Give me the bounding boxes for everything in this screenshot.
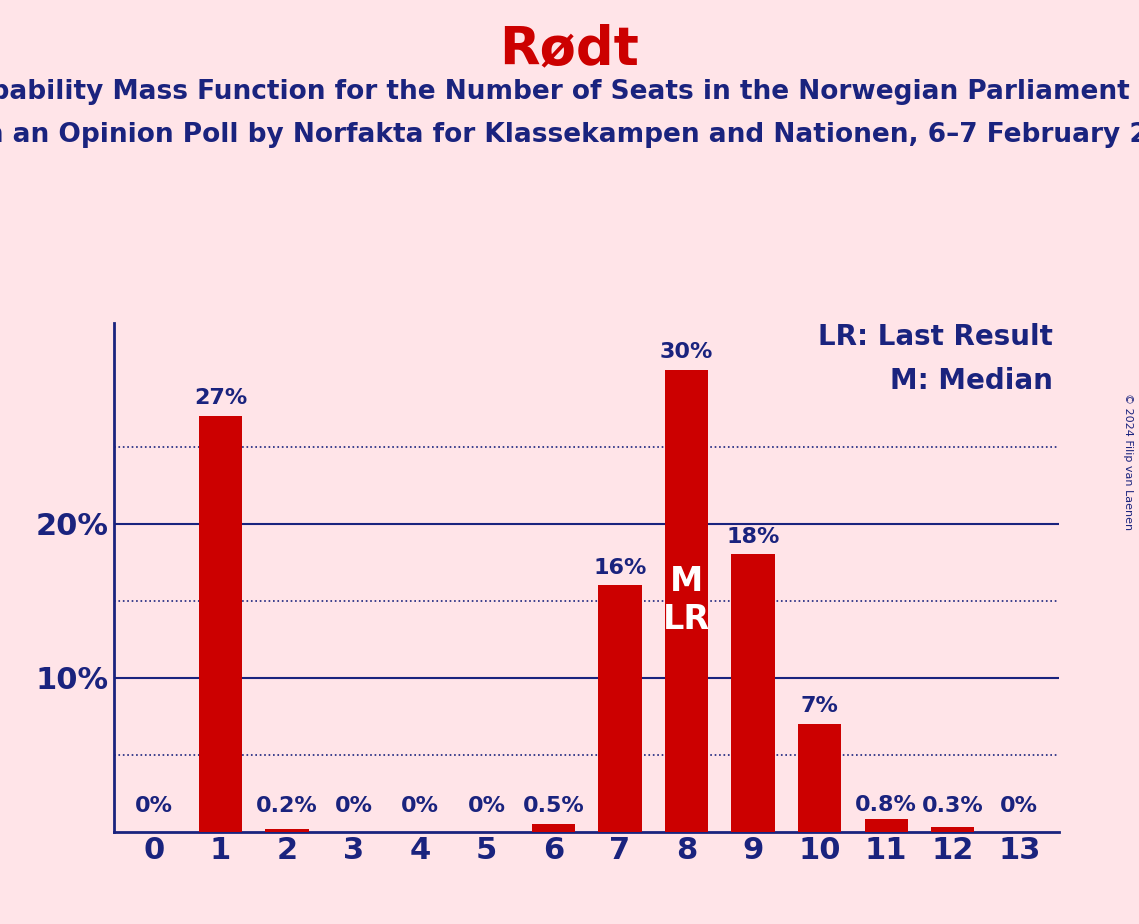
Text: 7%: 7% bbox=[801, 696, 838, 716]
Text: M: Median: M: Median bbox=[890, 367, 1052, 395]
Text: LR: Last Result: LR: Last Result bbox=[818, 323, 1052, 351]
Bar bbox=[865, 820, 908, 832]
Bar bbox=[731, 554, 775, 832]
Text: Based on an Opinion Poll by Norfakta for Klassekampen and Nationen, 6–7 February: Based on an Opinion Poll by Norfakta for… bbox=[0, 122, 1139, 148]
Text: 0.2%: 0.2% bbox=[256, 796, 318, 816]
Text: 0%: 0% bbox=[401, 796, 440, 816]
Text: 0.8%: 0.8% bbox=[855, 795, 917, 815]
Bar bbox=[265, 829, 309, 832]
Text: 0%: 0% bbox=[468, 796, 506, 816]
Text: © 2024 Filip van Laenen: © 2024 Filip van Laenen bbox=[1123, 394, 1133, 530]
Text: 0%: 0% bbox=[134, 796, 173, 816]
Text: 18%: 18% bbox=[727, 527, 780, 547]
Bar bbox=[598, 585, 641, 832]
Text: Probability Mass Function for the Number of Seats in the Norwegian Parliament: Probability Mass Function for the Number… bbox=[0, 79, 1130, 104]
Text: 16%: 16% bbox=[593, 557, 647, 578]
Bar bbox=[931, 827, 974, 832]
Bar bbox=[532, 824, 575, 832]
Text: 30%: 30% bbox=[659, 342, 713, 362]
Text: M
LR: M LR bbox=[663, 565, 710, 637]
Bar bbox=[798, 723, 842, 832]
Text: 0%: 0% bbox=[335, 796, 372, 816]
Text: Rødt: Rødt bbox=[500, 23, 639, 75]
Bar bbox=[199, 416, 243, 832]
Text: 0.5%: 0.5% bbox=[523, 796, 584, 816]
Text: 0.3%: 0.3% bbox=[921, 796, 984, 816]
Text: 27%: 27% bbox=[194, 388, 247, 408]
Text: 0%: 0% bbox=[1000, 796, 1039, 816]
Bar bbox=[665, 370, 708, 832]
